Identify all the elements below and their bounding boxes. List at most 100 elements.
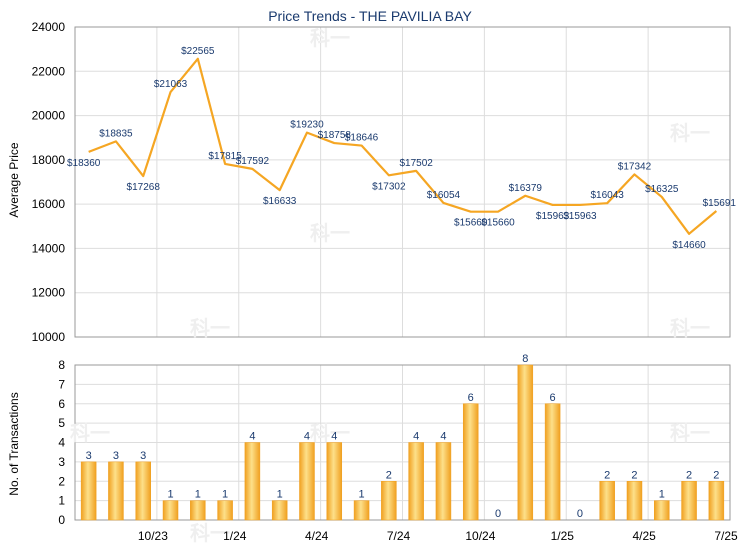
- transaction-bar: [626, 481, 643, 521]
- transaction-bar: [271, 500, 288, 521]
- transaction-bar: [435, 442, 452, 521]
- price-data-label: $16325: [645, 184, 679, 195]
- x-tick-label: 7/25: [714, 529, 738, 543]
- watermark-text: 科一: [310, 421, 350, 445]
- price-axis-title: Average Price: [7, 142, 21, 217]
- transactions-y-tick-label: 7: [58, 377, 65, 391]
- transaction-bar: [517, 364, 534, 521]
- price-data-label: $16054: [427, 190, 461, 201]
- price-plot-frame: [74, 26, 731, 338]
- x-tick-label: 10/23: [138, 529, 168, 543]
- transaction-count-label: 6: [550, 392, 556, 404]
- transaction-count-label: 1: [359, 489, 365, 501]
- transactions-bars: [80, 364, 725, 521]
- x-tick-label: 10/24: [465, 529, 495, 543]
- price-y-tick-label: 12000: [32, 286, 66, 300]
- price-data-label: $18646: [345, 133, 379, 144]
- transaction-count-label: 2: [713, 469, 719, 481]
- watermark-text: 科一: [190, 521, 230, 545]
- transaction-bar: [544, 403, 561, 521]
- transaction-count-label: 4: [413, 431, 419, 443]
- transactions-y-tick-label: 5: [58, 416, 65, 430]
- price-data-label: $15660: [481, 218, 515, 229]
- price-data-label: $15691: [703, 198, 737, 209]
- transaction-count-label: 4: [304, 431, 310, 443]
- transactions-plot-frame: [74, 364, 731, 521]
- transaction-bar: [299, 442, 315, 521]
- transaction-count-label: 4: [249, 431, 255, 443]
- axis-ticks: 10/23 1/24 4/24 7/24 10/24 1/25 4/25 7/25 10000 1…: [32, 20, 738, 543]
- price-data-label: $17592: [236, 156, 270, 167]
- transaction-bar: [381, 481, 397, 521]
- transaction-count-label: 3: [86, 450, 92, 462]
- price-data-label: $21063: [154, 79, 188, 90]
- transaction-count-label: 8: [522, 353, 528, 365]
- watermark-text: 科一: [310, 26, 350, 50]
- transaction-bar: [108, 461, 124, 521]
- transactions-y-tick-label: 2: [58, 474, 65, 488]
- transaction-bar: [326, 442, 343, 521]
- transaction-bar: [162, 500, 179, 521]
- x-tick-label: 4/24: [305, 529, 329, 543]
- transactions-axis-title: No. of Transactions: [7, 392, 21, 495]
- transaction-bar: [353, 500, 370, 521]
- price-data-label: $16043: [591, 190, 625, 201]
- price-data-label: $19230: [290, 120, 324, 131]
- price-data-label: $17302: [372, 181, 406, 192]
- x-tick-label: 7/24: [387, 529, 411, 543]
- price-data-label: $16379: [509, 183, 543, 194]
- data-labels: 3 3 3 1 1 1 4 1 4 4 1 2 4 4 6 0 8 6 0 2 2 1 2 2 $18360 $18835 $172…: [67, 46, 736, 520]
- price-data-label: $15963: [536, 211, 570, 222]
- transactions-plot-grid: [74, 364, 731, 521]
- transaction-count-label: 1: [659, 489, 665, 501]
- price-data-label: $17502: [399, 158, 433, 169]
- transaction-count-label: 1: [277, 489, 283, 501]
- x-tick-label: 4/25: [632, 529, 656, 543]
- price-y-tick-label: 14000: [32, 241, 66, 255]
- price-data-label: $15963: [563, 211, 597, 222]
- price-y-tick-label: 18000: [32, 153, 66, 167]
- transactions-y-tick-label: 3: [58, 455, 65, 469]
- transaction-count-label: 2: [386, 469, 392, 481]
- transaction-bar: [654, 500, 670, 521]
- transaction-count-label: 2: [604, 469, 610, 481]
- price-data-label: $18835: [99, 128, 133, 139]
- transaction-bar: [408, 442, 424, 521]
- watermark-text: 科一: [670, 316, 710, 340]
- transaction-count-label: 2: [631, 469, 637, 481]
- transactions-y-tick-label: 8: [58, 358, 65, 372]
- price-data-label: $17268: [127, 182, 161, 193]
- price-data-label: $18758: [318, 130, 352, 141]
- price-data-label: $17342: [618, 161, 652, 172]
- transaction-count-label: 0: [495, 508, 501, 520]
- price-data-label: $15660: [454, 218, 488, 229]
- watermark-text: 科一: [670, 121, 710, 145]
- price-data-label: $22565: [181, 46, 215, 57]
- transaction-bar: [190, 500, 206, 521]
- watermark-text: 科一: [190, 316, 230, 340]
- transaction-bar: [244, 442, 261, 521]
- transaction-bar: [462, 403, 479, 521]
- transaction-count-label: 3: [113, 450, 119, 462]
- transaction-count-label: 3: [140, 450, 146, 462]
- price-data-label: $17815: [208, 151, 242, 162]
- transaction-bar: [135, 461, 151, 521]
- transaction-count-label: 1: [195, 489, 201, 501]
- x-tick-label: 1/25: [551, 529, 575, 543]
- transaction-bar: [681, 481, 697, 521]
- transactions-y-tick-label: 4: [58, 436, 65, 450]
- transactions-y-tick-label: 1: [58, 494, 65, 508]
- price-y-tick-label: 20000: [32, 109, 66, 123]
- x-tick-label: 1/24: [223, 529, 247, 543]
- price-line: [88, 57, 718, 235]
- watermark-text: 科一: [670, 421, 710, 445]
- price-line-series: [88, 57, 718, 235]
- price-data-label: $14660: [672, 240, 706, 251]
- price-y-tick-label: 22000: [32, 64, 66, 78]
- transaction-bar: [708, 481, 725, 521]
- transaction-bar: [217, 500, 233, 521]
- watermark-text: 科一: [310, 221, 350, 245]
- transaction-count-label: 4: [440, 431, 446, 443]
- chart-title: Price Trends - THE PAVILIA BAY: [268, 8, 472, 24]
